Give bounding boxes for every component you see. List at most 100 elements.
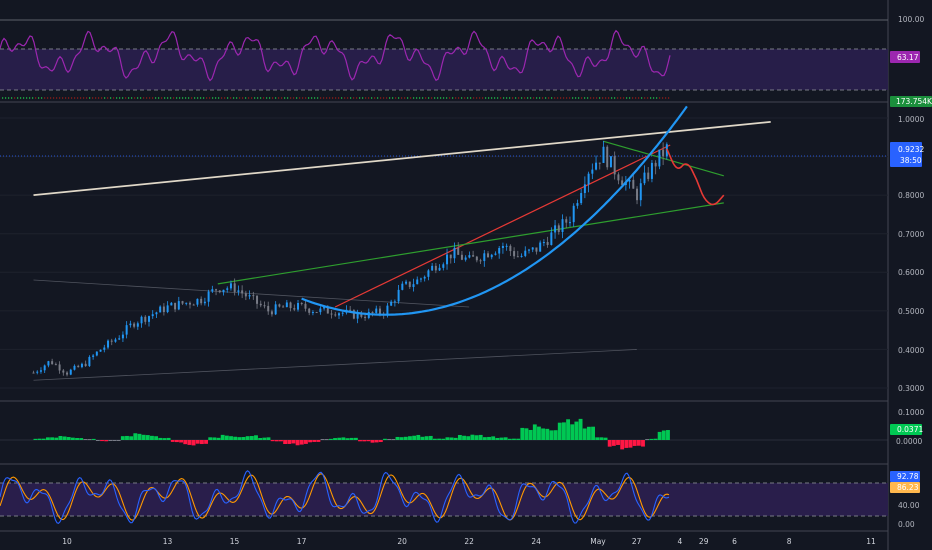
volume-dot — [524, 97, 526, 99]
candle-body — [602, 146, 605, 163]
volume-dot — [605, 97, 607, 99]
candle-body — [181, 301, 184, 304]
candle-body — [393, 301, 396, 303]
volume-dot — [479, 97, 481, 99]
macd-bar — [412, 435, 417, 440]
stoch-k-badge: 92.78 — [890, 471, 920, 482]
macd-bar — [303, 440, 308, 444]
candle-body — [159, 306, 162, 313]
projection-path[interactable] — [666, 148, 725, 206]
macd-bar — [611, 440, 616, 446]
last-price-badge: 0.9232 38:50 — [890, 142, 924, 167]
candle-body — [200, 298, 203, 304]
volume-dot — [161, 97, 163, 99]
svg-text:0.0000: 0.0000 — [896, 437, 922, 446]
volume-dot — [467, 97, 469, 99]
volume-dot — [569, 97, 571, 99]
volume-dot — [401, 97, 403, 99]
candle-body — [256, 295, 259, 304]
volume-dot — [590, 97, 592, 99]
volume-dot — [326, 97, 328, 99]
candle-body — [434, 265, 437, 271]
candle-body — [487, 253, 490, 258]
candle-body — [412, 284, 415, 287]
candle-body — [241, 290, 244, 294]
volume-dot — [548, 97, 550, 99]
candle-body — [311, 312, 314, 314]
volume-dot — [338, 97, 340, 99]
candle-body — [95, 351, 98, 356]
macd-bar — [262, 437, 267, 440]
candle-body — [628, 179, 631, 182]
volume-dot — [587, 97, 589, 99]
volume-dot — [611, 97, 613, 99]
candle-body — [442, 264, 445, 268]
volume-dot — [638, 97, 640, 99]
volume-dot — [71, 97, 73, 99]
candle-body — [192, 304, 195, 306]
macd-bar — [145, 435, 150, 440]
macd-bar — [141, 434, 146, 440]
candle-body — [300, 302, 303, 304]
candle-body — [542, 242, 545, 244]
candle-body — [58, 364, 61, 371]
macd-bar — [308, 440, 313, 443]
macd-bar — [66, 437, 71, 440]
x-axis[interactable]: 10 13 15 17 20 22 24 27 29 May 4 6 8 11 — [62, 537, 876, 546]
volume-dot — [596, 97, 598, 99]
candle-body — [107, 340, 110, 348]
candle-body — [535, 247, 538, 252]
parabolic-curve[interactable] — [301, 105, 688, 316]
volume-dot — [230, 97, 232, 99]
candle-body — [248, 295, 251, 297]
volume-dot — [329, 97, 331, 99]
macd-bar — [37, 438, 42, 440]
candle-body — [662, 149, 665, 157]
macd-bar — [624, 440, 629, 448]
rsi-line — [0, 29, 671, 82]
price-panel[interactable] — [0, 105, 888, 389]
volume-dot — [92, 97, 94, 99]
candle-body — [408, 281, 411, 287]
stoch-panel[interactable] — [0, 470, 888, 525]
macd-bar — [457, 434, 462, 440]
volume-dot — [56, 97, 58, 99]
volume-dot — [104, 97, 106, 99]
candle-body — [617, 174, 620, 181]
candle-body — [226, 288, 229, 290]
volume-dot — [278, 97, 280, 99]
macd-bar — [100, 440, 104, 442]
volume-dot — [350, 97, 352, 99]
volume-dot — [398, 97, 400, 99]
macd-bar — [666, 430, 670, 440]
price-gridlines — [0, 117, 888, 389]
volume-dot — [32, 97, 34, 99]
volume-dot — [221, 97, 223, 99]
volume-dot — [173, 97, 175, 99]
volume-dot — [347, 97, 349, 99]
candle-body — [554, 225, 557, 233]
macd-bar — [174, 440, 179, 443]
macd-bar — [62, 436, 67, 440]
candle-body — [446, 254, 449, 265]
y-axis[interactable]: 100.00 1.0000 0.8000 0.7000 0.6000 0.500… — [898, 15, 924, 529]
macd-bar — [54, 437, 59, 440]
macd-bar — [395, 436, 400, 440]
candle-body — [207, 291, 210, 302]
x-tick-label: 4 — [678, 537, 683, 546]
macd-bar — [287, 440, 292, 444]
rsi-panel[interactable] — [0, 19, 888, 99]
candle-body — [323, 306, 326, 309]
macd-bar — [158, 437, 163, 440]
volume-dot — [116, 97, 118, 99]
macd-bar — [503, 437, 508, 440]
candle-body — [539, 242, 542, 252]
macd-bar — [616, 440, 620, 445]
volume-dot — [602, 97, 604, 99]
volume-dot — [539, 97, 541, 99]
volume-dot — [137, 97, 139, 99]
candle-body — [162, 306, 165, 313]
stoch-band — [0, 483, 888, 516]
macd-panel[interactable] — [0, 418, 888, 450]
